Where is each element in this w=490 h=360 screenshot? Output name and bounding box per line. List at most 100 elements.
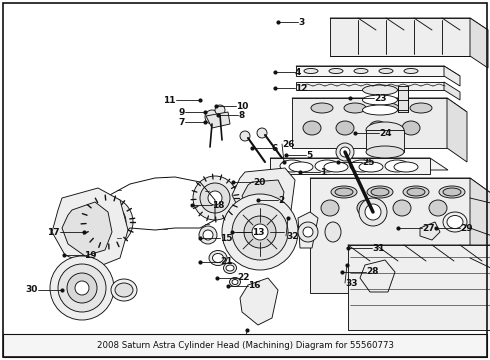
Text: 11: 11 xyxy=(164,95,176,104)
Polygon shape xyxy=(330,18,488,30)
Polygon shape xyxy=(470,18,488,68)
Ellipse shape xyxy=(379,68,393,73)
Polygon shape xyxy=(348,245,490,330)
Ellipse shape xyxy=(359,162,383,172)
Ellipse shape xyxy=(357,200,375,216)
Polygon shape xyxy=(242,180,284,218)
Ellipse shape xyxy=(394,162,418,172)
Ellipse shape xyxy=(209,251,227,266)
Polygon shape xyxy=(310,178,470,293)
Ellipse shape xyxy=(418,286,430,296)
Text: 8: 8 xyxy=(238,111,244,120)
Text: 25: 25 xyxy=(362,158,374,166)
Polygon shape xyxy=(444,66,460,86)
Circle shape xyxy=(244,216,276,248)
Ellipse shape xyxy=(439,186,465,198)
Polygon shape xyxy=(292,98,447,148)
Polygon shape xyxy=(52,188,128,268)
Polygon shape xyxy=(420,222,440,240)
Circle shape xyxy=(208,191,222,205)
Circle shape xyxy=(232,204,288,260)
Text: 4: 4 xyxy=(295,68,301,77)
Text: 12: 12 xyxy=(295,84,308,93)
Ellipse shape xyxy=(280,160,304,172)
Polygon shape xyxy=(206,112,230,128)
Ellipse shape xyxy=(474,286,486,296)
Text: 22: 22 xyxy=(237,274,249,283)
Text: 10: 10 xyxy=(236,102,248,111)
Circle shape xyxy=(340,147,350,157)
Circle shape xyxy=(203,230,213,240)
Polygon shape xyxy=(366,130,404,152)
Text: 31: 31 xyxy=(372,243,385,252)
Ellipse shape xyxy=(443,212,467,232)
Bar xyxy=(3,334,487,357)
Polygon shape xyxy=(232,168,295,228)
Ellipse shape xyxy=(303,121,321,135)
Ellipse shape xyxy=(446,286,458,296)
Circle shape xyxy=(50,256,114,320)
Text: 5: 5 xyxy=(306,150,312,159)
Text: 1: 1 xyxy=(320,167,326,176)
Ellipse shape xyxy=(229,278,241,287)
Circle shape xyxy=(205,110,219,124)
Ellipse shape xyxy=(213,253,223,262)
Ellipse shape xyxy=(336,121,354,135)
Ellipse shape xyxy=(311,103,333,113)
Ellipse shape xyxy=(414,283,434,299)
Ellipse shape xyxy=(386,283,406,299)
Circle shape xyxy=(200,183,230,213)
Ellipse shape xyxy=(335,188,353,196)
Text: 6: 6 xyxy=(272,144,278,153)
Text: 33: 33 xyxy=(345,279,358,288)
Circle shape xyxy=(222,194,298,270)
Polygon shape xyxy=(270,158,430,174)
Text: 7: 7 xyxy=(179,117,185,126)
Polygon shape xyxy=(62,202,112,256)
Text: 16: 16 xyxy=(248,282,261,291)
Ellipse shape xyxy=(232,279,238,284)
Circle shape xyxy=(100,214,116,230)
Ellipse shape xyxy=(443,188,461,196)
Polygon shape xyxy=(298,212,318,248)
Ellipse shape xyxy=(350,160,374,172)
Ellipse shape xyxy=(324,162,348,172)
Ellipse shape xyxy=(393,200,411,216)
Polygon shape xyxy=(330,18,470,56)
Polygon shape xyxy=(348,245,490,261)
Ellipse shape xyxy=(321,200,339,216)
Polygon shape xyxy=(470,178,490,311)
Ellipse shape xyxy=(363,105,397,115)
Polygon shape xyxy=(292,98,467,112)
Polygon shape xyxy=(398,86,408,112)
Ellipse shape xyxy=(367,186,393,198)
Ellipse shape xyxy=(363,95,397,105)
Circle shape xyxy=(365,204,381,220)
Ellipse shape xyxy=(331,186,357,198)
Ellipse shape xyxy=(289,162,313,172)
Text: 3: 3 xyxy=(298,18,304,27)
Circle shape xyxy=(199,226,217,244)
Ellipse shape xyxy=(223,262,237,274)
Text: 15: 15 xyxy=(220,234,232,243)
Polygon shape xyxy=(360,260,395,292)
Ellipse shape xyxy=(410,103,432,113)
Ellipse shape xyxy=(371,188,389,196)
Polygon shape xyxy=(350,270,490,284)
Text: 19: 19 xyxy=(84,251,97,260)
Circle shape xyxy=(67,273,97,303)
Ellipse shape xyxy=(366,146,404,158)
Polygon shape xyxy=(270,158,448,170)
Ellipse shape xyxy=(304,68,318,73)
Ellipse shape xyxy=(447,216,463,229)
Text: 9: 9 xyxy=(179,108,185,117)
Circle shape xyxy=(75,281,89,295)
Text: 24: 24 xyxy=(379,129,392,138)
Ellipse shape xyxy=(442,283,462,299)
Ellipse shape xyxy=(402,121,420,135)
Ellipse shape xyxy=(366,122,404,138)
Text: 26: 26 xyxy=(282,140,294,149)
Polygon shape xyxy=(447,98,467,162)
Text: 2: 2 xyxy=(278,195,284,204)
Ellipse shape xyxy=(226,265,234,271)
